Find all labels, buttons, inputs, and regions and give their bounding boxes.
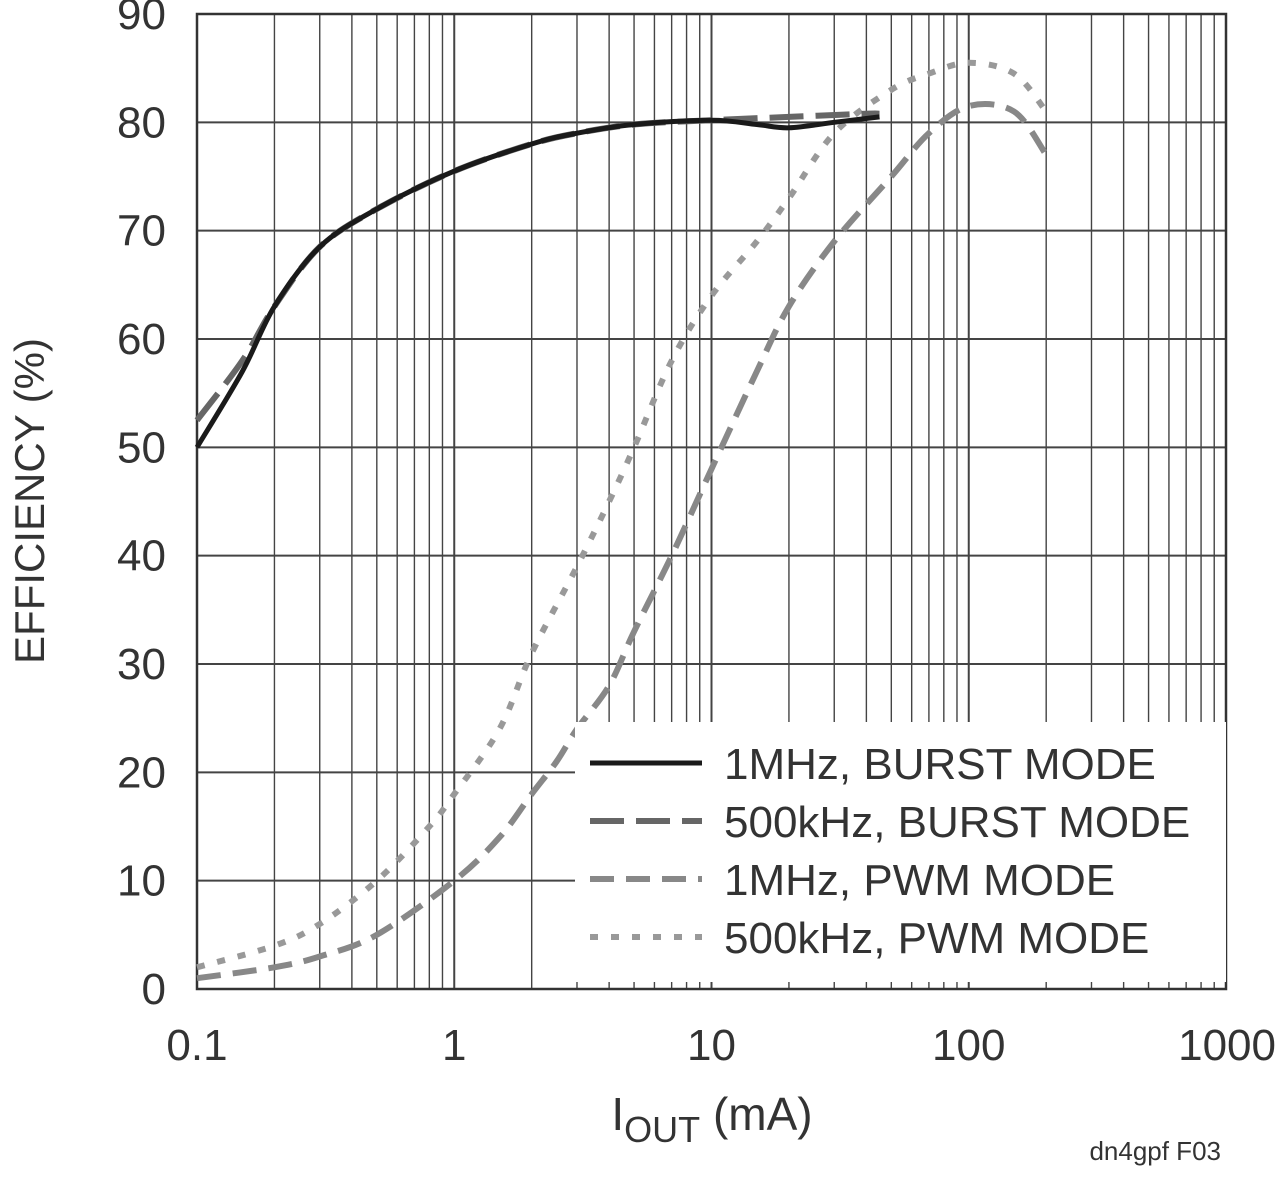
x-tick-label: 10 (687, 1021, 736, 1070)
legend: 1MHz, BURST MODE 500kHz, BURST MODE 1MHz, … (575, 722, 1226, 982)
y-tick-label: 80 (117, 98, 166, 147)
series-layer (194, 59, 1049, 982)
series-line-1 (194, 114, 880, 449)
y-tick-label: 30 (117, 640, 166, 689)
x-axis-title-sub: OUT (624, 1109, 700, 1150)
figure-note: dn4gpf F03 (1089, 1136, 1221, 1166)
y-tick-label: 70 (117, 207, 166, 256)
y-axis-title: EFFICIENCY (%) (6, 338, 53, 664)
legend-label: 1MHz, PWM MODE (724, 856, 1115, 905)
x-axis-title: IOUT (mA) (611, 1088, 812, 1150)
y-tick-label: 90 (117, 0, 166, 39)
legend-label: 1MHz, BURST MODE (724, 740, 1156, 789)
legend-label: 500kHz, PWM MODE (724, 914, 1149, 963)
x-tick-label: 1 (442, 1021, 466, 1070)
x-tick-label: 1000 (1178, 1021, 1276, 1070)
x-tick-label: 100 (932, 1021, 1005, 1070)
tick-labels: 0 10 20 30 40 50 60 70 80 90 0.1 1 10 100 1000 (117, 0, 1276, 1070)
y-tick-label: 20 (117, 748, 166, 797)
legend-label: 500kHz, BURST MODE (724, 798, 1190, 847)
y-tick-label: 50 (117, 423, 166, 472)
y-tick-label: 40 (117, 532, 166, 581)
x-axis-title-unit: (mA) (700, 1088, 812, 1140)
y-tick-label: 10 (117, 857, 166, 906)
y-tick-label: 60 (117, 315, 166, 364)
plot-frame (195, 12, 1228, 991)
series-line-3 (196, 101, 1049, 982)
x-tick-label: 0.1 (166, 1021, 227, 1070)
y-tick-label: 0 (142, 965, 166, 1014)
x-axis-title-main: I (611, 1088, 624, 1140)
